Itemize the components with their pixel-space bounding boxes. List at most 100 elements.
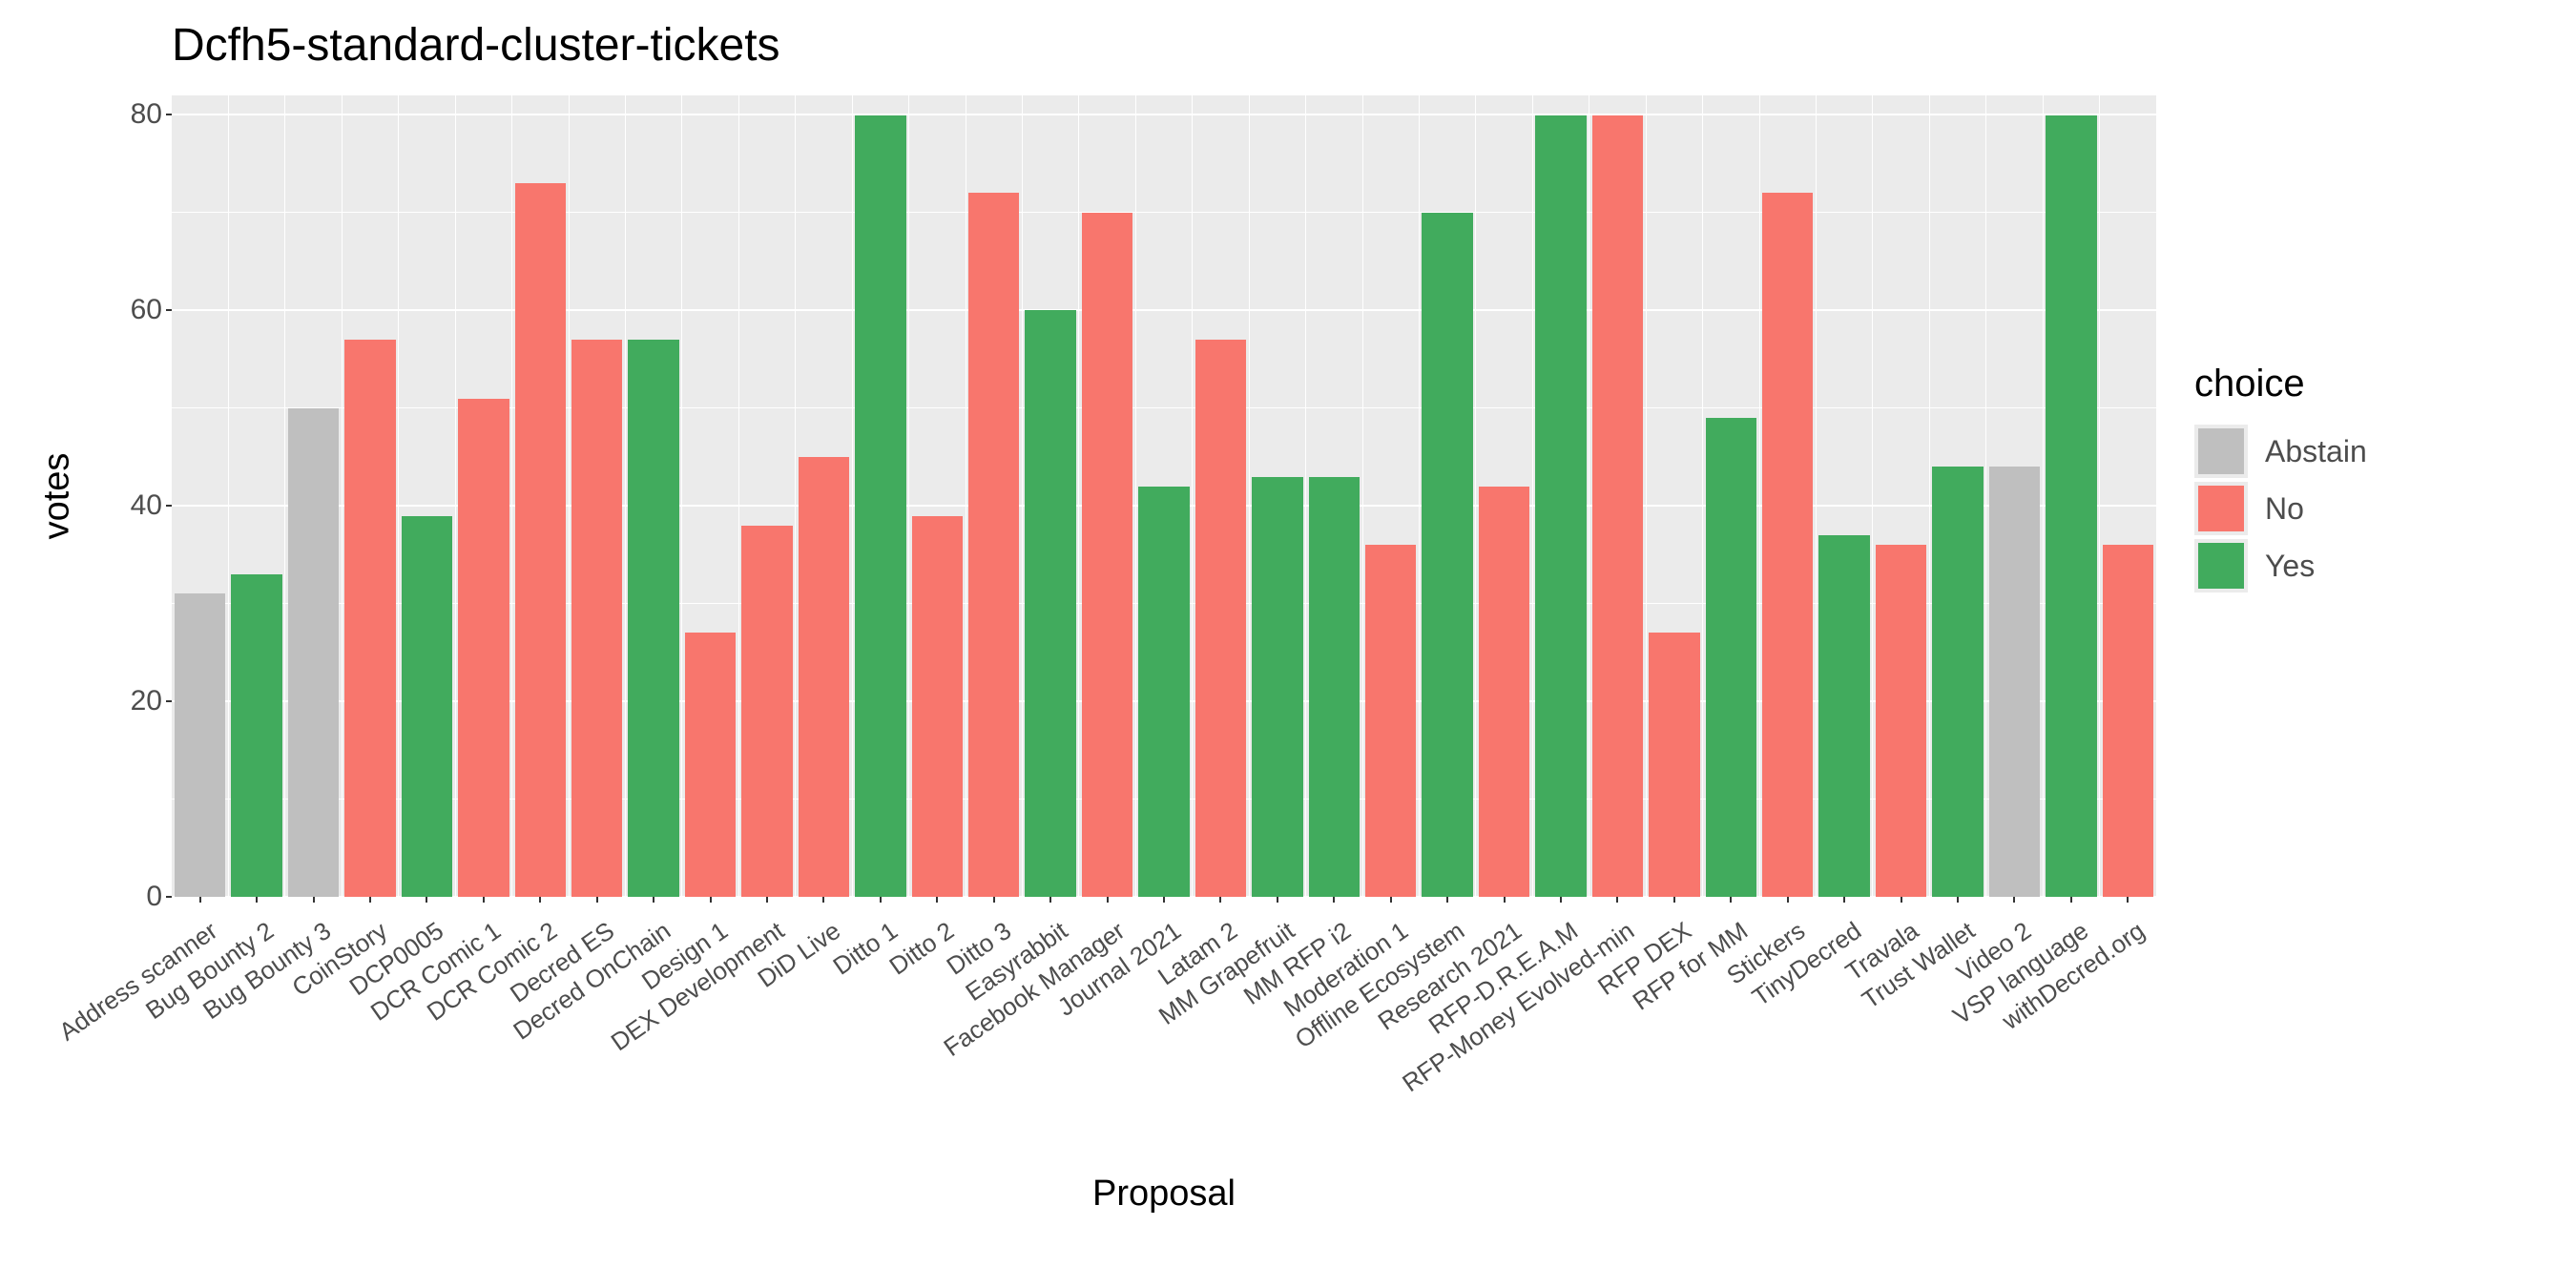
legend-label: Abstain — [2265, 434, 2367, 469]
legend-label: Yes — [2265, 549, 2315, 584]
gridline-minor — [228, 95, 229, 897]
x-tick-mark — [1504, 897, 1506, 903]
y-tick-mark — [166, 505, 172, 507]
gridline-minor — [1305, 95, 1306, 897]
x-tick-mark — [880, 897, 882, 903]
legend-item: Abstain — [2194, 425, 2538, 478]
gridline-minor — [1532, 95, 1533, 897]
gridline-minor — [2099, 95, 2100, 897]
y-tick-label: 0 — [86, 881, 162, 913]
x-tick-mark — [1673, 897, 1675, 903]
x-tick-mark — [1163, 897, 1165, 903]
x-tick-mark — [1616, 897, 1618, 903]
x-tick-mark — [1390, 897, 1392, 903]
plot-panel — [172, 95, 2156, 897]
legend-item: Yes — [2194, 539, 2538, 592]
gridline-minor — [1646, 95, 1647, 897]
gridline-minor — [511, 95, 512, 897]
x-tick-mark — [2013, 897, 2015, 903]
legend-swatch — [2198, 486, 2244, 531]
bar — [855, 115, 905, 898]
bar — [1535, 115, 1586, 898]
bar — [571, 340, 622, 897]
bar — [1479, 487, 1529, 897]
gridline-minor — [1249, 95, 1250, 897]
bar — [1932, 467, 1983, 897]
bar — [288, 408, 339, 897]
gridline-minor — [1419, 95, 1420, 897]
gridline-minor — [1929, 95, 1930, 897]
x-tick-mark — [1730, 897, 1732, 903]
y-tick-label: 80 — [86, 98, 162, 131]
gridline-minor — [1759, 95, 1760, 897]
x-tick-mark — [1901, 897, 1902, 903]
gridline-minor — [625, 95, 626, 897]
legend-label: No — [2265, 491, 2304, 527]
bar — [458, 399, 509, 897]
bar — [968, 193, 1019, 897]
y-tick-mark — [166, 309, 172, 311]
bar — [1818, 535, 1869, 897]
x-tick-mark — [1446, 897, 1448, 903]
legend-swatch — [2198, 543, 2244, 589]
legend: choice AbstainNoYes — [2194, 363, 2538, 596]
gridline-minor — [1872, 95, 1873, 897]
gridline-minor — [795, 95, 796, 897]
gridline-minor — [1702, 95, 1703, 897]
chart-title: Dcfh5-standard-cluster-tickets — [172, 19, 780, 72]
gridline-minor — [172, 212, 2156, 213]
legend-item: No — [2194, 482, 2538, 535]
gridline-minor — [908, 95, 909, 897]
bar — [1592, 115, 1643, 898]
x-tick-mark — [1843, 897, 1845, 903]
gridline-major — [172, 309, 2156, 311]
bar — [1422, 213, 1472, 897]
gridline-minor — [1362, 95, 1363, 897]
bar — [344, 340, 395, 897]
x-tick-mark — [1049, 897, 1051, 903]
x-tick-mark — [1333, 897, 1335, 903]
x-tick-mark — [199, 897, 201, 903]
x-tick-mark — [1219, 897, 1221, 903]
gridline-minor — [2043, 95, 2044, 897]
bar — [628, 340, 678, 897]
bar — [402, 516, 452, 898]
y-tick-mark — [166, 114, 172, 115]
bar — [1252, 477, 1302, 897]
x-tick-label: Ditto 2 — [884, 916, 960, 982]
x-tick-mark — [483, 897, 485, 903]
bar — [912, 516, 963, 898]
x-tick-mark — [710, 897, 712, 903]
bar — [1309, 477, 1360, 897]
gridline-minor — [1078, 95, 1079, 897]
legend-key — [2194, 482, 2248, 535]
gridline-minor — [738, 95, 739, 897]
x-tick-mark — [1787, 897, 1789, 903]
x-tick-mark — [993, 897, 995, 903]
y-tick-label: 20 — [86, 685, 162, 717]
chart-container: Dcfh5-standard-cluster-tickets votes Pro… — [0, 0, 2576, 1288]
gridline-minor — [284, 95, 285, 897]
gridline-minor — [852, 95, 853, 897]
bar — [1195, 340, 1246, 897]
x-tick-mark — [653, 897, 654, 903]
x-axis-title: Proposal — [1092, 1174, 1236, 1215]
x-tick-mark — [369, 897, 371, 903]
gridline-minor — [569, 95, 570, 897]
bar — [1706, 418, 1756, 897]
bar — [685, 633, 736, 897]
y-tick-mark — [166, 896, 172, 898]
bar — [799, 457, 849, 897]
y-tick-label: 40 — [86, 489, 162, 522]
bar — [1989, 467, 2040, 897]
bar — [1649, 633, 1699, 897]
bar — [1138, 487, 1189, 897]
gridline-minor — [398, 95, 399, 897]
x-tick-mark — [936, 897, 938, 903]
legend-swatch — [2198, 428, 2244, 474]
bar — [1876, 545, 1926, 897]
y-tick-mark — [166, 700, 172, 702]
gridline-minor — [681, 95, 682, 897]
x-tick-mark — [1107, 897, 1109, 903]
gridline-minor — [1135, 95, 1136, 897]
